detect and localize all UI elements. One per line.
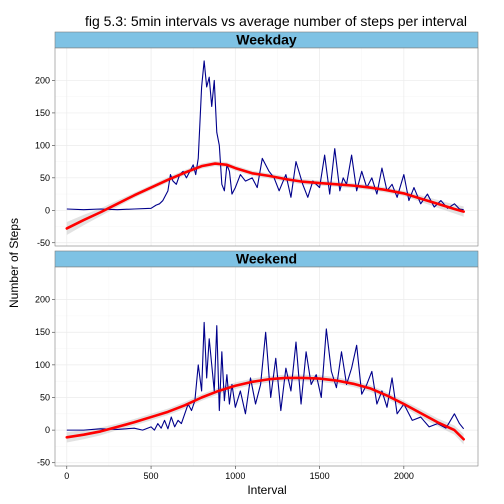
y-tick-label: -50 [37, 238, 50, 248]
y-tick-label: 100 [35, 140, 50, 150]
steps-line-weekday [66, 60, 464, 211]
x-tick-label: 1500 [310, 471, 330, 481]
x-tick-label: 500 [144, 471, 159, 481]
y-tick-label: 150 [35, 108, 50, 118]
gridlines-weekday [55, 48, 478, 246]
panel-border-weekday [54, 47, 479, 247]
y-tick-label: 0 [45, 205, 50, 215]
x-tick-label: 2000 [394, 471, 414, 481]
y-axis-weekend: -50 0 50 100 150 200 [35, 295, 55, 468]
smooth-line-weekend [65, 376, 465, 441]
panel-weekday: Weekday -50 0 50 100 150 200 [35, 32, 479, 248]
y-tick-label: 50 [40, 392, 50, 402]
y-tick-label: 200 [35, 75, 50, 85]
y-tick-label: 0 [45, 425, 50, 435]
y-tick-label: 200 [35, 295, 50, 305]
panels-layer: Weekday -50 0 50 100 150 200 Weekend -50 0 50 100 15… [35, 32, 479, 468]
panel-weekend: Weekend -50 0 50 100 150 200 [35, 251, 479, 468]
y-axis-weekday: -50 0 50 100 150 200 [35, 75, 55, 248]
chart-title: fig 5.3: 5min intervals vs average numbe… [85, 13, 467, 29]
y-axis-title: Number of Steps [7, 218, 21, 308]
panel-background-weekday [55, 48, 478, 246]
x-axis: 0 500 1000 1500 2000 [64, 466, 414, 481]
y-tick-label: 50 [40, 173, 50, 183]
gridlines-weekend [55, 267, 478, 466]
panel-background-weekend [55, 267, 478, 466]
x-tick-label: 0 [64, 471, 69, 481]
strip-label-weekend: Weekend [236, 251, 297, 267]
panel-border-weekend [54, 266, 479, 467]
x-axis-title: Interval [247, 483, 286, 497]
strip-label-weekday: Weekday [236, 32, 297, 48]
x-tick-label: 1000 [225, 471, 245, 481]
y-tick-label: -50 [37, 458, 50, 468]
steps-line-weekend [66, 321, 465, 431]
smooth-line-weekday [65, 162, 465, 230]
y-tick-label: 100 [35, 360, 50, 370]
y-tick-label: 150 [35, 327, 50, 337]
